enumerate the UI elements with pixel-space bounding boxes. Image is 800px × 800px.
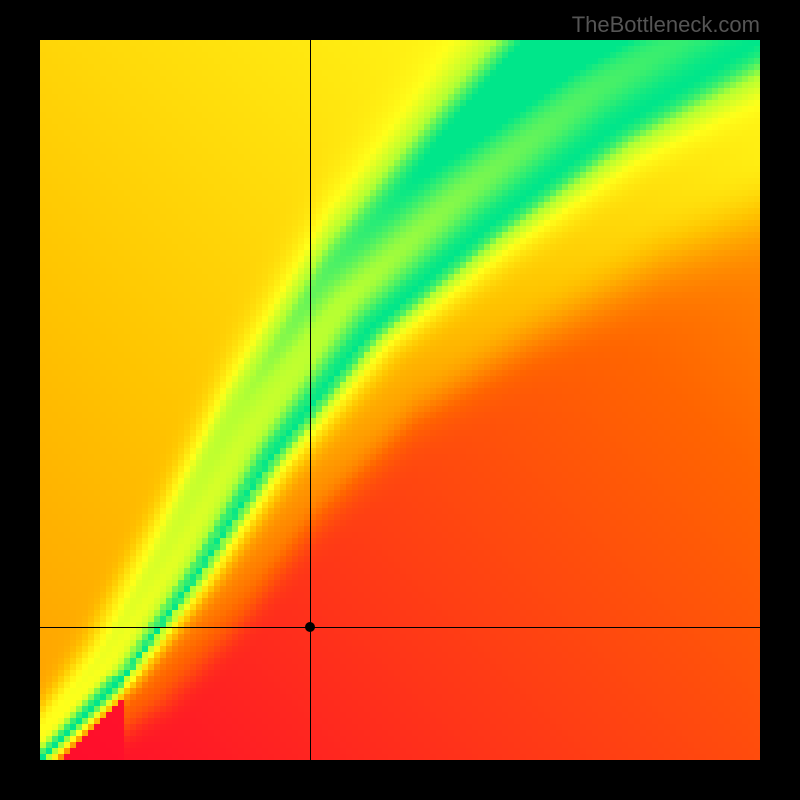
crosshair-vertical xyxy=(310,40,311,760)
heatmap-canvas xyxy=(40,40,760,760)
plot-area xyxy=(40,40,760,760)
crosshair-horizontal xyxy=(40,627,760,628)
watermark: TheBottleneck.com xyxy=(572,12,760,38)
crosshair-marker xyxy=(305,622,315,632)
chart-container: TheBottleneck.com xyxy=(0,0,800,800)
